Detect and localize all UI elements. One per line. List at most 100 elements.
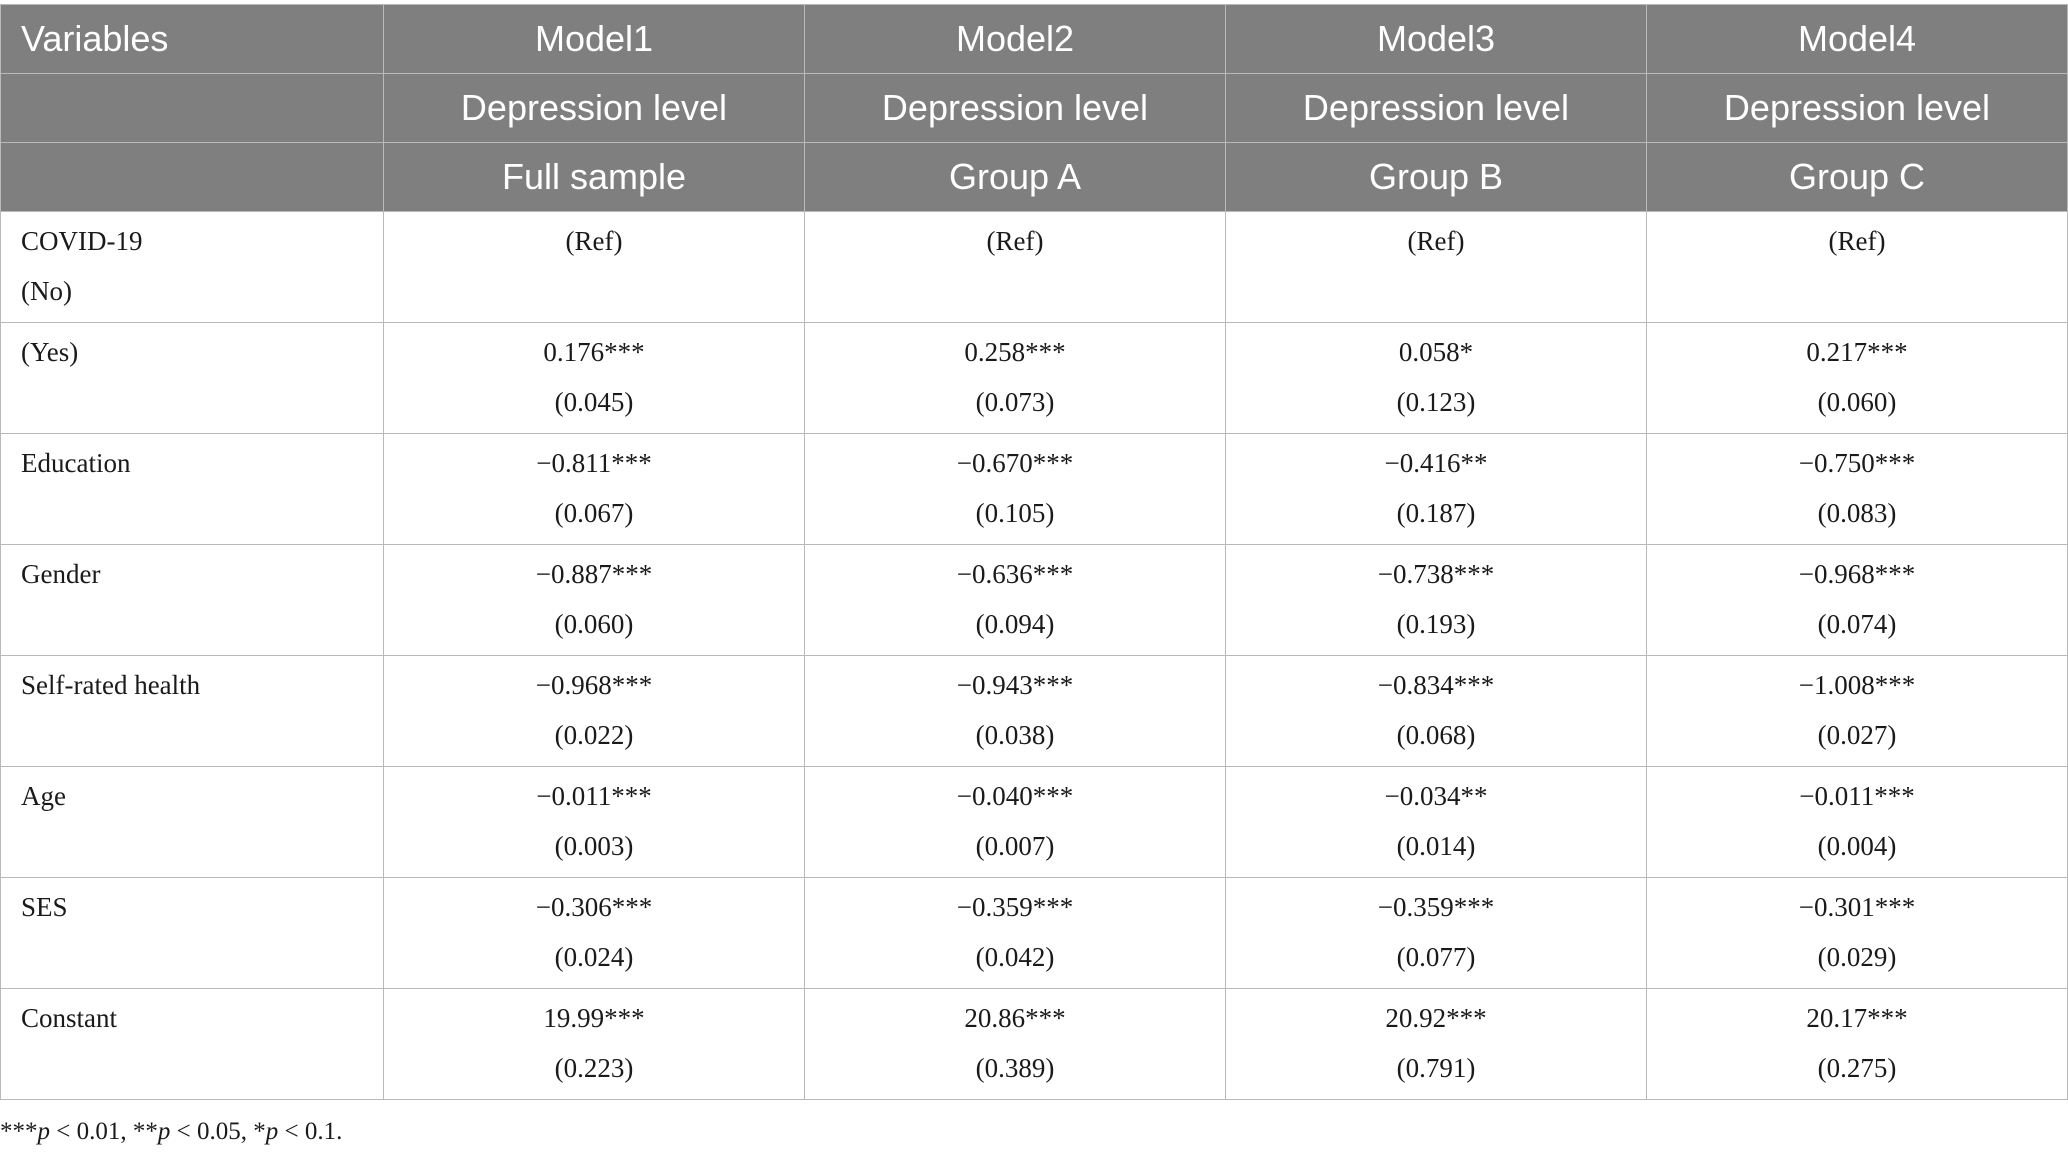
header-sample-2: Group A (804, 142, 1226, 212)
coefficient-value: −0.670*** (956, 448, 1074, 478)
standard-error: (0.045) (554, 387, 634, 417)
coefficient-cell: 20.17*** (0.275) (1646, 988, 2068, 1100)
table-row: SES −0.306*** (0.024) −0.359*** (0.042) −0.35… (0, 877, 2068, 989)
coefficient-value: −0.011*** (1799, 781, 1915, 811)
variable-subname: (No) (21, 276, 72, 306)
header-model4: Model4 (1646, 4, 2068, 74)
regression-table: Variables Model1 Model2 Model3 Model4 De… (0, 4, 2068, 1100)
header-outcome-3: Depression level (1225, 73, 1647, 143)
coefficient-cell: −0.011*** (0.003) (383, 766, 805, 878)
coefficient-value: 20.17*** (1806, 1003, 1908, 1033)
standard-error: (0.083) (1817, 498, 1897, 528)
coefficient-cell: −0.968*** (0.074) (1646, 544, 2068, 656)
table-row: Education −0.811*** (0.067) −0.670*** (0.105… (0, 433, 2068, 545)
coefficient-cell: −0.811*** (0.067) (383, 433, 805, 545)
header-sample-3: Group B (1225, 142, 1647, 212)
standard-error: (0.027) (1817, 720, 1897, 750)
header-row-models: Variables Model1 Model2 Model3 Model4 (0, 4, 2068, 74)
coefficient-value: −0.416** (1384, 448, 1488, 478)
table-row: (Yes) 0.176*** (0.045) 0.258*** (0.073) 0.058… (0, 322, 2068, 434)
variable-name: Education (21, 448, 131, 478)
coefficient-value: 20.92*** (1385, 1003, 1487, 1033)
coefficient-cell: −0.738*** (0.193) (1225, 544, 1647, 656)
variable-name: Self-rated health (21, 670, 201, 700)
variable-name: Age (21, 781, 66, 811)
coefficient-value: −0.738*** (1377, 559, 1495, 589)
coefficient-value: −0.750*** (1798, 448, 1916, 478)
coefficient-cell: −0.670*** (0.105) (804, 433, 1226, 545)
note-stars-2: ** (132, 1118, 158, 1145)
row-label: Gender (0, 544, 384, 656)
standard-error: (0.187) (1396, 498, 1476, 528)
coefficient-value: (Ref) (1828, 226, 1886, 256)
standard-error: (0.067) (554, 498, 634, 528)
standard-error: (0.029) (1817, 942, 1897, 972)
coefficient-cell: −1.008*** (0.027) (1646, 655, 2068, 767)
variable-subname (21, 377, 383, 427)
regression-table-container: Variables Model1 Model2 Model3 Model4 De… (0, 4, 2068, 1100)
variable-subname (21, 599, 383, 649)
coefficient-cell: 19.99*** (0.223) (383, 988, 805, 1100)
coefficient-cell: 0.058* (0.123) (1225, 322, 1647, 434)
table-body: COVID-19 (No) (Ref) (Ref) (Ref) (Ref) (Yes) 0.1… (0, 211, 2068, 1100)
row-label: Education (0, 433, 384, 545)
coefficient-cell: −0.416** (0.187) (1225, 433, 1647, 545)
standard-error: (0.074) (1817, 609, 1897, 639)
coefficient-cell: −0.034** (0.014) (1225, 766, 1647, 878)
standard-error: (0.004) (1817, 831, 1897, 861)
standard-error: (0.077) (1396, 942, 1476, 972)
coefficient-cell: −0.359*** (0.077) (1225, 877, 1647, 989)
coefficient-cell: 20.86*** (0.389) (804, 988, 1226, 1100)
standard-error: (0.193) (1396, 609, 1476, 639)
coefficient-cell: 0.258*** (0.073) (804, 322, 1226, 434)
table-row: Age −0.011*** (0.003) −0.040*** (0.007) −0.03… (0, 766, 2068, 878)
coefficient-cell: −0.968*** (0.022) (383, 655, 805, 767)
standard-error: (0.003) (554, 831, 634, 861)
header-outcome-2: Depression level (804, 73, 1226, 143)
variable-name: Constant (21, 1003, 118, 1033)
header-blank (0, 142, 384, 212)
coefficient-value: 20.86*** (964, 1003, 1066, 1033)
coefficient-value: (Ref) (1407, 226, 1465, 256)
standard-error: (0.014) (1396, 831, 1476, 861)
coefficient-cell: −0.301*** (0.029) (1646, 877, 2068, 989)
header-blank (0, 73, 384, 143)
header-outcome-4: Depression level (1646, 73, 2068, 143)
note-threshold-1: < 0.01, (50, 1118, 133, 1145)
variable-name: (Yes) (21, 337, 79, 367)
table-header: Variables Model1 Model2 Model3 Model4 De… (0, 4, 2068, 212)
standard-error: (0.038) (975, 720, 1055, 750)
standard-error: (0.223) (554, 1053, 634, 1083)
coefficient-cell: (Ref) (804, 211, 1226, 323)
coefficient-value: −0.887*** (535, 559, 653, 589)
variable-name: COVID-19 (21, 226, 143, 256)
header-row-sample: Full sample Group A Group B Group C (0, 142, 2068, 212)
standard-error: (0.791) (1396, 1053, 1476, 1083)
row-label: (Yes) (0, 322, 384, 434)
coefficient-value: −0.040*** (956, 781, 1074, 811)
variable-subname (21, 932, 383, 982)
coefficient-value: −0.943*** (956, 670, 1074, 700)
standard-error: (0.094) (975, 609, 1055, 639)
coefficient-value: −0.011*** (536, 781, 652, 811)
coefficient-value: (Ref) (565, 226, 623, 256)
table-row: Self-rated health −0.968*** (0.022) −0.943*… (0, 655, 2068, 767)
standard-error: (0.105) (975, 498, 1055, 528)
header-model1: Model1 (383, 4, 805, 74)
coefficient-value: −0.301*** (1798, 892, 1916, 922)
standard-error (1226, 266, 1646, 316)
table-row: COVID-19 (No) (Ref) (Ref) (Ref) (Ref) (0, 211, 2068, 323)
standard-error: (0.042) (975, 942, 1055, 972)
significance-note: ***p < 0.01, **p < 0.05, *p < 0.1. (0, 1118, 342, 1146)
coefficient-value: −0.834*** (1377, 670, 1495, 700)
coefficient-value: −0.359*** (956, 892, 1074, 922)
note-stars-1: *** (0, 1118, 38, 1145)
table-row: Gender −0.887*** (0.060) −0.636*** (0.094) −0… (0, 544, 2068, 656)
note-threshold-2: < 0.05, (170, 1118, 254, 1145)
coefficient-value: −0.034** (1384, 781, 1488, 811)
header-variables: Variables (0, 4, 384, 74)
standard-error: (0.068) (1396, 720, 1476, 750)
coefficient-value: 0.176*** (543, 337, 645, 367)
note-p-3: p (265, 1118, 279, 1145)
row-label: Self-rated health (0, 655, 384, 767)
